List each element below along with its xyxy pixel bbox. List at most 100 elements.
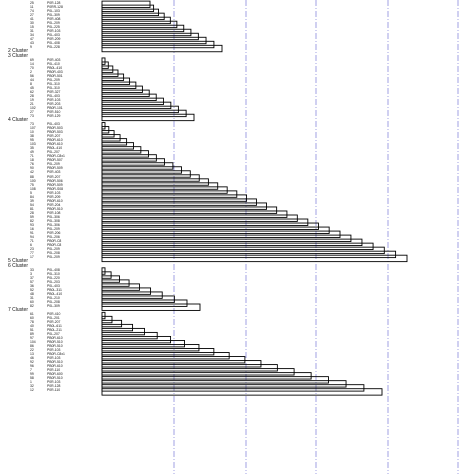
leaf-index: 17	[30, 254, 34, 259]
merge-bracket	[101, 254, 408, 263]
leaf-label: P0L-403	[47, 32, 60, 37]
merge-bracket	[101, 380, 347, 388]
merge-bracket	[101, 89, 150, 97]
leaf-index: 19	[30, 97, 34, 102]
leaf-index: 7	[30, 368, 32, 373]
merge-bracket	[101, 323, 134, 332]
cluster-label: 4 Cluster	[8, 117, 29, 124]
leaf-index: 95	[30, 138, 34, 143]
leaf-index: 89	[30, 332, 34, 337]
leaf-index: 84	[30, 194, 34, 199]
leaf-index: 71	[30, 238, 34, 243]
leaf-index: 16	[30, 226, 34, 231]
leaf-label: P0L-408	[47, 41, 60, 45]
leaf-index: 51	[30, 328, 34, 333]
merge-bracket	[101, 360, 262, 368]
merge-bracket	[101, 16, 171, 25]
cluster-label: 3 Cluster	[8, 52, 29, 59]
leaf-label: P0L-308	[47, 218, 60, 223]
merge-bracket	[101, 238, 363, 247]
leaf-index: 100	[30, 178, 36, 183]
leaf-index: 104	[30, 340, 36, 345]
merge-bracket	[101, 291, 163, 299]
merge-bracket	[101, 198, 257, 206]
merge-bracket	[101, 77, 131, 85]
merge-bracket	[101, 65, 114, 73]
leaf-index: 76	[30, 162, 34, 167]
leaf-label: P0L-403	[47, 283, 60, 288]
leaf-label: PB0L-311	[47, 287, 62, 292]
merge-bracket	[101, 348, 215, 356]
merge-bracket	[101, 113, 195, 122]
leaf-label: P0R-103	[47, 190, 61, 195]
leaf-label: P0L-207	[47, 150, 60, 155]
cluster-label: 6 Cluster	[8, 262, 29, 269]
leaf-label: PB0R-S08	[47, 186, 64, 191]
leaf-label: PB0R-509	[47, 182, 63, 187]
leaf-index: 45	[30, 85, 34, 90]
leaf-label: P0L-209	[47, 254, 60, 259]
leaf-index: 23	[30, 246, 34, 251]
leaf-index: 81	[30, 206, 34, 211]
merge-bracket	[101, 311, 106, 320]
leaf-index: 93	[30, 222, 34, 227]
leaf-label: P0L-228	[47, 45, 60, 50]
leaf-index: 2	[30, 69, 32, 74]
merge-bracket	[101, 186, 228, 194]
leaf-index: 34	[30, 32, 34, 37]
leaf-index: 27	[30, 109, 34, 114]
merge-bracket	[101, 85, 143, 93]
leaf-index: 46	[30, 356, 34, 361]
leaf-index: 92	[30, 360, 34, 365]
merge-bracket	[101, 93, 157, 102]
leaf-label: P0R-108	[47, 210, 61, 215]
leaf-index: 38	[30, 134, 34, 139]
merge-bracket	[101, 384, 365, 392]
merge-bracket	[101, 218, 309, 226]
leaf-label: PB0L-410	[47, 291, 63, 296]
leaf-index: 9	[30, 45, 32, 50]
merge-bracket	[101, 246, 385, 255]
merge-bracket	[101, 364, 278, 372]
merge-bracket	[101, 295, 175, 303]
merge-bracket	[101, 226, 330, 234]
leaf-index: 78	[30, 320, 34, 325]
merge-bracket	[101, 230, 341, 238]
leaf-index: 60	[30, 316, 34, 321]
merge-bracket	[101, 356, 246, 364]
merge-bracket	[101, 12, 165, 21]
merge-bracket	[101, 372, 312, 380]
leaf-label: PB0R-510	[47, 376, 63, 381]
leaf-index: 60	[30, 299, 34, 304]
leaf-label: P0L-403	[47, 122, 60, 127]
leaf-index: 22	[30, 348, 34, 353]
leaf-label: PB0R-507	[47, 158, 63, 163]
leaf-label: PB0R-510	[47, 340, 63, 345]
leaf-label: PB0R-600	[47, 372, 63, 377]
leaf-index: 59	[30, 214, 34, 219]
leaf-index: 74	[30, 8, 34, 13]
leaf-label: P0L-408	[47, 267, 60, 272]
leaf-index: 56	[30, 73, 34, 78]
merge-bracket	[101, 303, 201, 311]
leaf-label: P0L-310	[47, 81, 60, 86]
leaf-index: 107	[30, 126, 36, 131]
merge-bracket	[101, 319, 123, 328]
leaf-label: PB0R-C8	[47, 242, 62, 247]
cluster-label: 2 Cluster	[8, 48, 29, 55]
leaf-index: 30	[30, 20, 34, 25]
leaf-label: P0R-103	[47, 28, 61, 33]
merge-bracket	[101, 250, 397, 259]
merge-bracket	[101, 283, 140, 291]
merge-bracket	[101, 210, 288, 218]
leaf-index: 33	[30, 267, 34, 272]
merge-bracket	[101, 69, 119, 77]
merge-bracket	[101, 73, 125, 81]
leaf-label: P0L-103	[47, 8, 60, 13]
leaf-index: 49	[30, 150, 34, 155]
merge-bracket	[101, 0, 151, 8]
merge-bracket	[101, 142, 134, 150]
leaf-index: 62	[30, 89, 34, 94]
leaf-label: P0L-206	[47, 234, 60, 239]
leaf-label: P0L-306	[47, 222, 60, 227]
